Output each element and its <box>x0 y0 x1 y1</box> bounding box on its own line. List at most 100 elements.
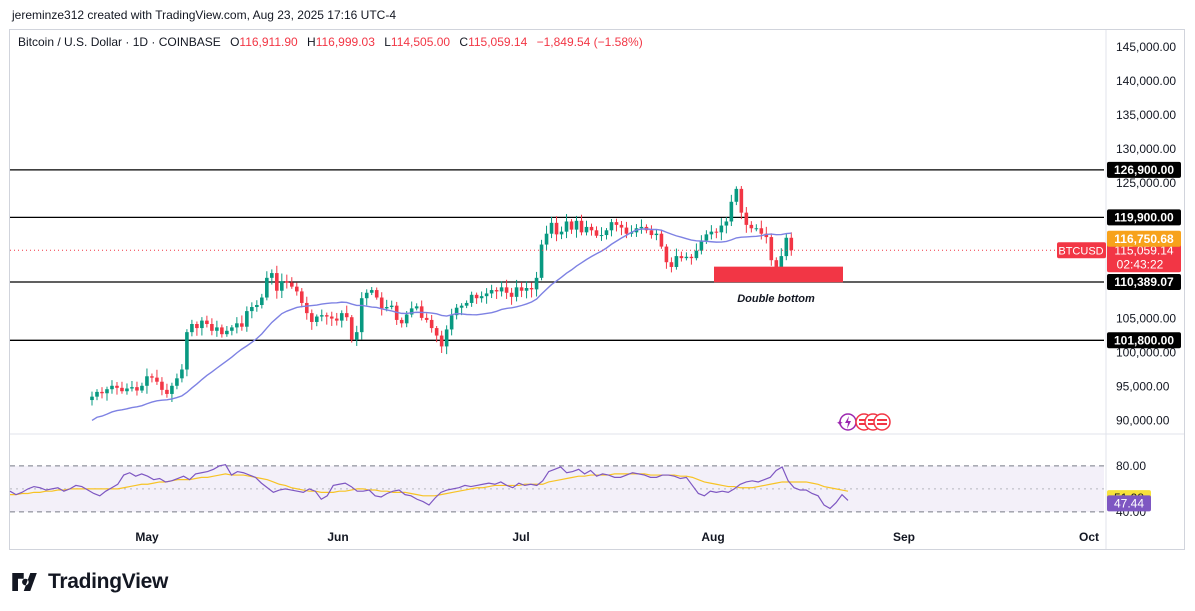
level-label: 101,800.00 <box>1114 333 1174 347</box>
candle-body <box>784 237 789 257</box>
candle-body <box>544 233 549 245</box>
candle-body <box>140 385 144 391</box>
candle-body <box>464 302 469 306</box>
candle-body <box>294 286 299 292</box>
y-tick-label: 130,000.00 <box>1116 142 1176 156</box>
level-label-box <box>1107 161 1181 178</box>
candle-body <box>494 290 499 292</box>
candles-group <box>90 186 794 406</box>
candle-body <box>374 290 379 298</box>
candle-body <box>299 291 304 303</box>
candle-body <box>594 230 599 236</box>
candle-body <box>210 324 214 331</box>
candle-body <box>659 233 664 247</box>
rsi-tag-value: 47.44 <box>1114 496 1144 510</box>
candle-body <box>519 287 524 291</box>
candle-body <box>175 378 179 386</box>
candle-body <box>275 273 279 291</box>
candle-body <box>290 282 294 287</box>
price-tag-countdown: 02:43:22 <box>1117 257 1164 271</box>
event-spark: ✦ <box>836 418 844 428</box>
candle-body <box>714 231 719 233</box>
flag-stripe <box>868 423 878 425</box>
candle-body <box>439 335 444 347</box>
candle-body <box>309 313 314 322</box>
rsi-tick-label: 80.00 <box>1116 459 1146 473</box>
candle-body <box>789 237 794 251</box>
open-value: 116,911.90 <box>239 35 298 49</box>
candle-body <box>369 290 374 293</box>
candle-body <box>774 260 779 268</box>
level-label-box <box>1107 332 1181 349</box>
chart-frame <box>9 29 1185 550</box>
candle-body <box>160 381 164 390</box>
high-value: 116,999.03 <box>315 35 375 49</box>
change-value: −1,849.54 (−1.58%) <box>536 35 643 49</box>
candle-body <box>245 311 249 327</box>
candle-body <box>195 324 199 329</box>
candle-body <box>704 234 709 241</box>
x-tick-label: Aug <box>701 530 724 544</box>
y-tick-label: 100,000.00 <box>1116 346 1176 360</box>
ticker-tag: BTCUSD <box>1058 245 1103 257</box>
tradingview-logo: TradingView <box>12 570 168 594</box>
candle-body <box>389 305 394 308</box>
double-bottom-box <box>714 266 843 283</box>
candle-body <box>454 307 459 316</box>
candle-body <box>754 228 759 230</box>
candle-body <box>135 387 139 391</box>
ticker-tag-box <box>1057 242 1106 259</box>
candle-body <box>679 256 684 259</box>
candle-body <box>270 273 274 278</box>
candle-body <box>489 290 494 294</box>
candle-body <box>574 220 579 230</box>
candle-body <box>709 231 714 235</box>
candle-body <box>599 235 604 237</box>
candle-body <box>779 256 784 268</box>
candle-body <box>339 313 344 321</box>
candle-body <box>579 220 584 233</box>
candle-body <box>220 327 224 335</box>
candle-body <box>240 323 244 327</box>
candle-body <box>265 277 269 298</box>
candle-body <box>694 250 699 259</box>
candle-body <box>359 298 364 333</box>
flag-stripe <box>868 419 878 421</box>
candle-body <box>484 293 489 297</box>
candle-body <box>150 376 154 378</box>
candle-body <box>364 292 369 299</box>
candle-body <box>769 237 774 261</box>
candle-body <box>444 329 449 347</box>
candle-body <box>434 328 439 336</box>
candle-body <box>604 230 609 236</box>
x-tick-label: May <box>135 530 159 544</box>
x-tick-label: Jun <box>327 530 348 544</box>
flag-stripe <box>877 423 887 425</box>
candle-body <box>379 297 384 309</box>
candle-body <box>205 320 209 325</box>
candle-body <box>200 320 204 329</box>
y-tick-label: 140,000.00 <box>1116 74 1176 88</box>
double-bottom-label: Double bottom <box>737 293 815 305</box>
candle-body <box>105 389 109 394</box>
rsi-tag-box <box>1107 495 1151 512</box>
candle-body <box>669 262 674 267</box>
ohlc-legend: Bitcoin / U.S. Dollar · 1D · COINBASE O1… <box>18 35 643 49</box>
candle-body <box>180 369 184 379</box>
candle-body <box>110 385 114 390</box>
y-tick-label: 105,000.00 <box>1116 312 1176 326</box>
candle-body <box>185 332 189 370</box>
candle-body <box>499 287 504 292</box>
rsi-line <box>9 464 849 510</box>
y-tick-label: 135,000.00 <box>1116 108 1176 122</box>
candle-body <box>324 315 329 317</box>
candle-body <box>120 387 124 392</box>
candle-body <box>619 224 624 228</box>
flag-stripe <box>859 419 869 421</box>
candle-body <box>429 319 434 329</box>
ma-tag-box <box>1107 230 1181 247</box>
price-tag-box <box>1107 242 1181 273</box>
candle-body <box>165 389 169 394</box>
candle-body <box>230 327 234 331</box>
